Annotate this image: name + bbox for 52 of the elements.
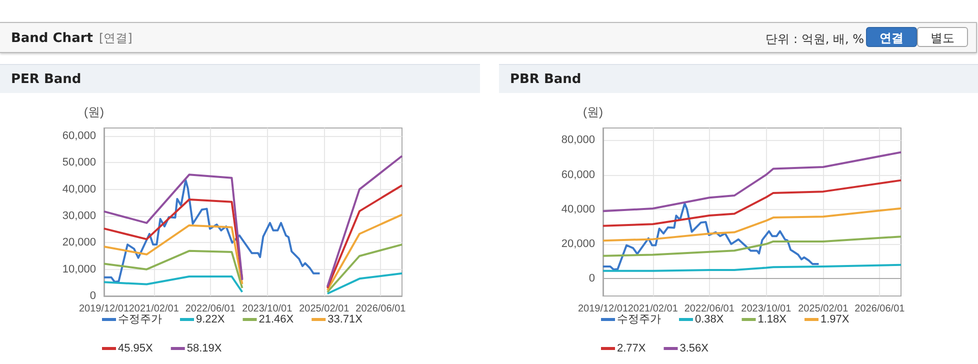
y-tick-label: 0 — [588, 272, 595, 285]
text: [연결] — [98, 31, 132, 45]
x-tick-label: 2021/02/01 — [628, 304, 678, 314]
y-tick-label: 40,000 — [62, 183, 96, 196]
y-tick-label: 80,000 — [561, 134, 595, 146]
y-tick-label: 50,000 — [62, 156, 96, 169]
chart-title: PBR Band — [499, 64, 978, 93]
line-series — [602, 264, 902, 272]
y-tick-label: 60,000 — [62, 130, 96, 142]
line-series — [602, 202, 820, 270]
x-tick-label: 2025/02/01 — [798, 304, 849, 314]
y-tick-label: 60,000 — [561, 168, 595, 181]
text: 별도 — [917, 27, 968, 47]
text: Band Chart — [11, 31, 93, 46]
line-series — [602, 179, 902, 227]
x-tick-label: 2026/06/01 — [854, 304, 906, 314]
line-series — [602, 207, 902, 242]
legend-label: 0.38X — [695, 314, 724, 326]
y-tick-label: 20,000 — [561, 238, 595, 250]
y-tick-label: 10,000 — [62, 263, 96, 276]
text: 연결 — [866, 27, 917, 47]
line-series — [103, 179, 321, 283]
legend-label: 수정주가 — [118, 314, 162, 326]
legend-label: 2.77X — [617, 342, 646, 354]
legend-label: 45.95X — [118, 342, 154, 354]
x-tick-label: 2023/10/01 — [741, 304, 792, 314]
x-tick-label: 2025/02/01 — [299, 304, 350, 314]
chart-title: PER Band — [0, 64, 480, 93]
legend-label: 1.18X — [758, 314, 788, 326]
line-series — [602, 151, 902, 212]
text: 단위 : 억원, 배, % — [766, 31, 864, 48]
y-tick-label: 20,000 — [62, 236, 96, 249]
legend-label: 수정주가 — [617, 314, 661, 326]
legend-label: 33.71X — [328, 314, 364, 326]
x-tick-label: 2022/06/01 — [185, 304, 236, 314]
y-axis-title: (원) — [84, 105, 104, 119]
x-tick-label: 2023/10/01 — [242, 304, 293, 314]
legend-label: 9.22X — [196, 314, 226, 326]
legend-label: 58.19X — [186, 342, 222, 354]
y-tick-label: 40,000 — [561, 203, 595, 216]
line-series — [602, 236, 902, 257]
x-tick-label: 2022/06/01 — [684, 304, 735, 314]
x-tick-label: 2026/06/01 — [356, 304, 406, 314]
legend-label: 1.97X — [820, 314, 850, 326]
y-tick-label: 0 — [90, 290, 96, 302]
legend-label: 21.46X — [258, 314, 294, 326]
x-tick-label: 2019/12/01 — [578, 304, 628, 314]
y-axis-title: (원) — [583, 105, 603, 119]
x-tick-label: 2021/02/01 — [128, 304, 180, 314]
y-tick-label: 30,000 — [62, 210, 96, 222]
x-tick-label: 2019/12/01 — [78, 304, 130, 314]
legend-label: 3.56X — [680, 342, 710, 354]
